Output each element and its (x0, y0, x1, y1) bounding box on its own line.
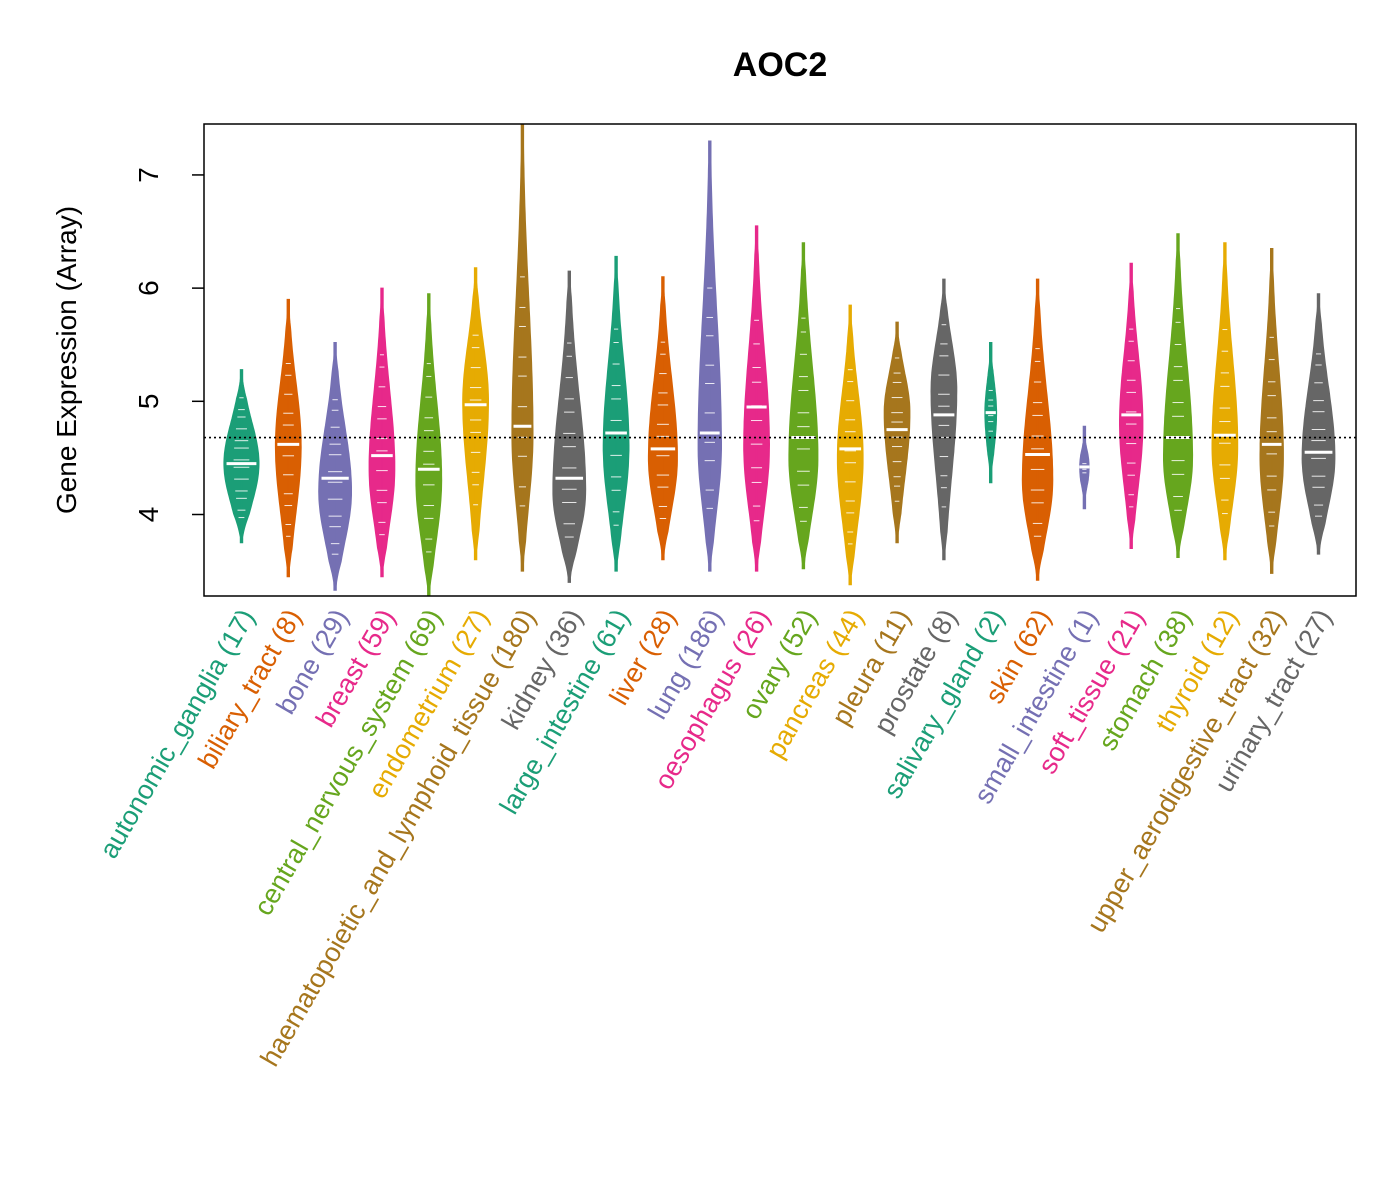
y-tick-label: 5 (133, 394, 164, 410)
y-tick-label: 7 (133, 167, 164, 183)
y-axis-label: Gene Expression (Array) (51, 206, 82, 514)
violins (204, 123, 1356, 597)
category-labels: autonomic_ganglia (17)biliary_tract (8)b… (94, 604, 1338, 1071)
chart-title: AOC2 (733, 46, 827, 84)
plot-frame (203, 123, 1357, 597)
y-tick-label: 4 (133, 507, 164, 523)
y-tick-label: 6 (133, 280, 164, 296)
y-axis: 4 5 6 7 (133, 167, 204, 522)
